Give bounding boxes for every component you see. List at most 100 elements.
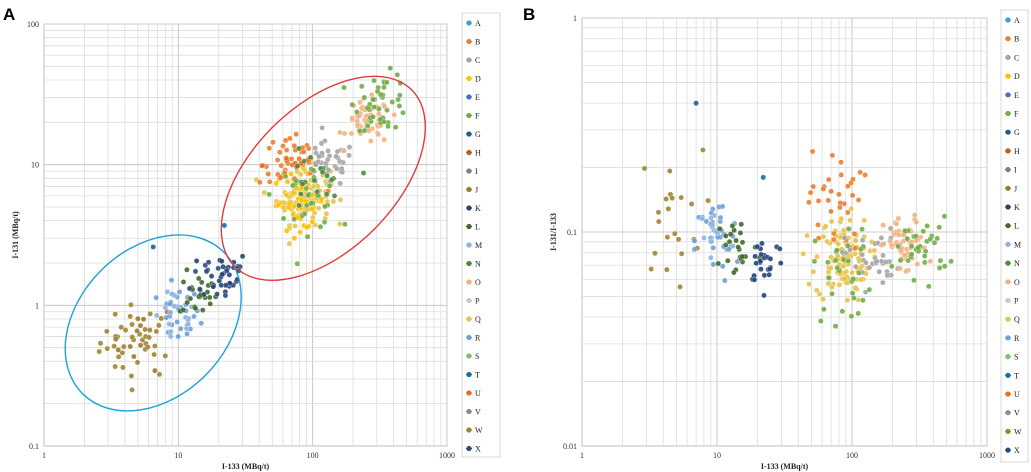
scatter-point-f [895, 243, 901, 250]
scatter-point-x [203, 268, 210, 275]
scatter-point-l [726, 238, 733, 245]
scatter-point-b [265, 171, 271, 177]
scatter-point-r [719, 203, 726, 210]
scatter-point-o [887, 238, 893, 244]
legend-box [1000, 9, 1029, 463]
scatter-point-w [669, 195, 675, 201]
scatter-point-q [871, 247, 878, 254]
legend-marker-p [466, 297, 472, 304]
scatter-point-f [384, 107, 390, 113]
scatter-point-w [664, 234, 671, 240]
scatter-point-r [691, 246, 698, 253]
scatter-point-q [810, 268, 817, 275]
scatter-point-l [731, 269, 737, 276]
scatter-point-f [839, 308, 846, 315]
scatter-point-o [880, 222, 886, 228]
scatter-point-x [201, 291, 207, 298]
legend-label-a: A [475, 19, 481, 28]
scatter-point-f [305, 192, 311, 199]
scatter-point-m [167, 309, 174, 316]
scatter-point-w [652, 250, 658, 256]
scatter-point-f [303, 202, 310, 209]
scatter-point-w [151, 351, 157, 358]
scatter-point-b [283, 147, 290, 153]
y-tick-label: 0.01 [563, 442, 577, 451]
scatter-point-k [223, 282, 229, 289]
legend-label-j: J [475, 186, 478, 195]
scatter-point-b [830, 236, 837, 243]
scatter-point-f [897, 257, 904, 264]
scatter-point-m [708, 215, 714, 221]
scatter-point-f [927, 236, 934, 242]
scatter-point-c [334, 148, 341, 155]
scatter-point-w [678, 250, 685, 257]
scatter-point-f [908, 251, 915, 257]
scatter-point-o [895, 232, 902, 238]
legend-label-q: Q [475, 315, 481, 324]
scatter-point-q [824, 238, 830, 245]
scatter-point-j [134, 328, 140, 334]
legend-marker-a [466, 20, 472, 26]
scatter-point-f [365, 123, 371, 129]
scatter-point-d [288, 171, 294, 177]
scatter-point-o [878, 242, 885, 248]
scatter-point-r [717, 214, 724, 221]
scatter-point-q [828, 218, 835, 225]
scatter-point-f [364, 105, 371, 111]
scatter-point-w [700, 147, 706, 153]
scatter-point-w [678, 194, 684, 201]
scatter-point-r [198, 320, 204, 326]
legend-label-h: H [475, 149, 481, 158]
scatter-point-b [291, 143, 297, 149]
legend-label-c: C [1014, 53, 1019, 62]
scatter-point-q [852, 238, 859, 244]
scatter-point-f [361, 127, 368, 134]
scatter-point-f [936, 224, 942, 230]
scatter-point-f [371, 104, 377, 110]
scatter-point-d [298, 197, 305, 203]
scatter-point-f [844, 243, 851, 249]
scatter-point-l [725, 257, 731, 264]
scatter-point-o [357, 99, 363, 106]
scatter-point-o [914, 261, 921, 267]
legend-label-q: Q [1014, 315, 1020, 324]
scatter-point-c [853, 263, 859, 270]
legend-marker-s [466, 353, 472, 359]
legend-marker-u [466, 390, 472, 396]
legend-label-s: S [475, 352, 479, 361]
scatter-point-c [863, 259, 869, 266]
scatter-point-o [354, 118, 360, 124]
scatter-point-f [303, 185, 310, 192]
scatter-point-o [913, 219, 920, 225]
scatter-point-f [856, 270, 862, 276]
legend-label-s: S [1014, 353, 1018, 362]
scatter-point-b [850, 176, 856, 182]
legend-label-g: G [475, 130, 481, 139]
scatter-point-k [754, 243, 761, 250]
y-tick-label: 0.1 [567, 228, 577, 237]
scatter-point-q [816, 291, 823, 297]
scatter-point-f [384, 79, 390, 86]
scatter-point-f [915, 244, 921, 251]
scatter-point-l [723, 242, 729, 248]
scatter-point-f [941, 213, 948, 219]
scatter-point-f [851, 295, 857, 301]
scatter-point-r [176, 289, 183, 295]
scatter-point-k [193, 258, 200, 264]
scatter-point-w [145, 344, 151, 350]
scatter-point-b [815, 222, 821, 228]
scatter-point-q [857, 276, 864, 283]
scatter-point-q [840, 227, 847, 234]
scatter-point-k [219, 271, 225, 278]
scatter-point-j [115, 347, 122, 353]
scatter-point-c [859, 237, 866, 243]
legend-marker-l [1005, 223, 1011, 229]
legend-label-f: F [1014, 110, 1019, 119]
y-tick-label: 1 [35, 301, 39, 310]
scatter-point-l [715, 260, 722, 267]
scatter-point-b [257, 179, 263, 186]
scatter-point-q [828, 254, 834, 260]
legend-marker-p [1005, 297, 1011, 304]
scatter-point-c [880, 252, 886, 259]
scatter-point-b [852, 245, 858, 251]
